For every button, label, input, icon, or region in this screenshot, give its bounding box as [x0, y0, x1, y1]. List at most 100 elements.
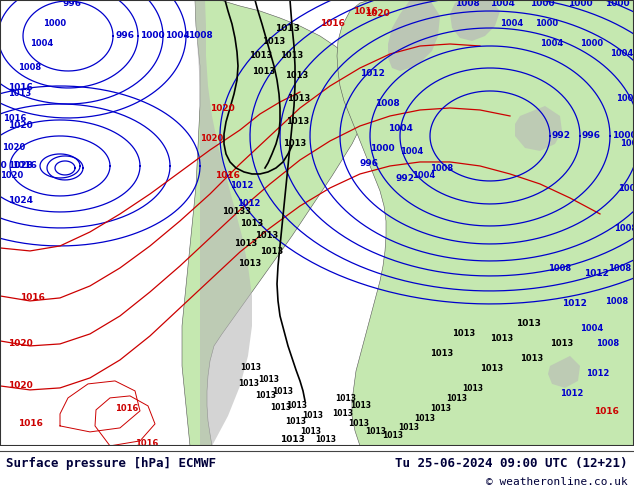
- Text: 1016: 1016: [18, 419, 43, 428]
- Text: 1016: 1016: [12, 162, 37, 171]
- Text: 1013: 1013: [414, 414, 435, 423]
- Polygon shape: [450, 0, 500, 41]
- Text: 1013: 1013: [280, 51, 303, 60]
- Text: 1016: 1016: [115, 404, 138, 413]
- Text: 1000: 1000: [44, 19, 67, 28]
- Text: 1013: 1013: [480, 364, 503, 373]
- Text: 1008: 1008: [18, 63, 42, 72]
- Text: 1020: 1020: [8, 381, 33, 390]
- Text: 1013: 1013: [283, 139, 306, 148]
- Text: 1020: 1020: [3, 143, 25, 152]
- Text: 1013: 1013: [315, 435, 336, 444]
- Text: 1013: 1013: [238, 379, 259, 388]
- Text: 1000: 1000: [612, 131, 634, 141]
- Text: 1008: 1008: [608, 264, 631, 273]
- Text: 1000: 1000: [530, 0, 555, 8]
- Text: 1013: 1013: [262, 37, 285, 46]
- Text: 10133: 10133: [222, 207, 251, 216]
- Text: 1000: 1000: [568, 0, 593, 8]
- Text: 1013: 1013: [430, 349, 453, 358]
- Text: 1016: 1016: [20, 293, 45, 302]
- Text: 1008: 1008: [430, 164, 453, 173]
- Text: 1013: 1013: [300, 427, 321, 436]
- Text: 1020: 1020: [365, 9, 390, 18]
- Text: 1000: 1000: [605, 0, 630, 8]
- Text: 1008: 1008: [188, 31, 213, 41]
- Text: 1020: 1020: [200, 134, 223, 143]
- Text: 1013: 1013: [365, 427, 386, 436]
- Text: 1016: 1016: [320, 19, 345, 28]
- Text: 996: 996: [115, 31, 134, 41]
- Text: 1013: 1013: [260, 247, 283, 256]
- Text: 1013: 1013: [490, 334, 514, 343]
- Text: 1016: 1016: [353, 7, 378, 16]
- Text: 1004: 1004: [580, 324, 603, 333]
- Text: 1013: 1013: [452, 329, 476, 338]
- Text: 1013: 1013: [238, 259, 261, 268]
- Text: 1012: 1012: [583, 269, 609, 278]
- Text: 1013: 1013: [8, 89, 32, 98]
- Text: 1013: 1013: [255, 391, 276, 400]
- Text: 1012: 1012: [230, 181, 254, 190]
- Text: 1013: 1013: [286, 117, 309, 126]
- Text: Surface pressure [hPa] ECMWF: Surface pressure [hPa] ECMWF: [6, 457, 216, 470]
- Text: 1013: 1013: [275, 24, 300, 33]
- Polygon shape: [388, 0, 440, 71]
- Text: 1004: 1004: [490, 0, 515, 8]
- Text: 992: 992: [395, 174, 414, 183]
- Text: 1013: 1013: [258, 375, 279, 384]
- Text: 996: 996: [582, 131, 601, 141]
- Text: 1004: 1004: [500, 19, 523, 28]
- Text: 1012: 1012: [237, 199, 261, 208]
- Text: 1004: 1004: [412, 171, 436, 180]
- Text: 1000: 1000: [370, 144, 394, 153]
- Text: © weatheronline.co.uk: © weatheronline.co.uk: [486, 477, 628, 487]
- Text: 1013: 1013: [430, 404, 451, 413]
- Text: 1008: 1008: [605, 297, 628, 306]
- Text: 1004: 1004: [616, 94, 634, 103]
- Text: 1004: 1004: [540, 39, 563, 48]
- Text: 996: 996: [360, 159, 379, 168]
- Polygon shape: [548, 356, 580, 388]
- Text: 996: 996: [63, 0, 82, 8]
- Text: 1016: 1016: [135, 439, 158, 448]
- Text: 1008: 1008: [375, 99, 400, 108]
- Text: 1013: 1013: [272, 387, 293, 396]
- Text: 1012: 1012: [360, 69, 385, 78]
- Text: 1013: 1013: [249, 51, 272, 60]
- Text: 1013: 1013: [550, 339, 573, 348]
- Text: 1013: 1013: [252, 67, 275, 76]
- Text: 1020: 1020: [8, 122, 33, 130]
- Polygon shape: [182, 0, 368, 446]
- Text: 1028: 1028: [8, 162, 33, 171]
- Text: 1013: 1013: [462, 384, 483, 393]
- Text: 1016: 1016: [8, 83, 33, 93]
- Text: 1013: 1013: [382, 431, 403, 440]
- Text: 1016: 1016: [215, 171, 240, 180]
- Text: 1013: 1013: [520, 354, 543, 363]
- Polygon shape: [515, 106, 562, 151]
- Text: 1013: 1013: [516, 319, 541, 328]
- Text: 1013: 1013: [285, 417, 306, 426]
- Polygon shape: [337, 0, 634, 446]
- Text: 1013: 1013: [240, 363, 261, 372]
- Text: 1020: 1020: [0, 162, 7, 171]
- Text: 1008: 1008: [596, 339, 619, 348]
- Text: 1004: 1004: [165, 31, 190, 41]
- Text: 1013: 1013: [285, 71, 308, 80]
- Text: 1000: 1000: [618, 184, 634, 193]
- Text: 1000: 1000: [140, 31, 165, 41]
- Text: 1013: 1013: [280, 435, 305, 444]
- Text: 992: 992: [552, 131, 571, 141]
- Text: 1013: 1013: [398, 423, 419, 432]
- Text: 1004: 1004: [30, 39, 54, 48]
- Text: 1013: 1013: [287, 94, 310, 103]
- Text: 1004: 1004: [610, 49, 633, 58]
- Text: 1013: 1013: [286, 401, 307, 410]
- Text: 1013: 1013: [234, 239, 257, 248]
- Text: 1020: 1020: [210, 104, 235, 113]
- Text: 1016: 1016: [594, 407, 619, 416]
- Text: 1012: 1012: [586, 369, 609, 378]
- Text: 1013: 1013: [332, 409, 353, 418]
- Text: 1013: 1013: [240, 219, 263, 228]
